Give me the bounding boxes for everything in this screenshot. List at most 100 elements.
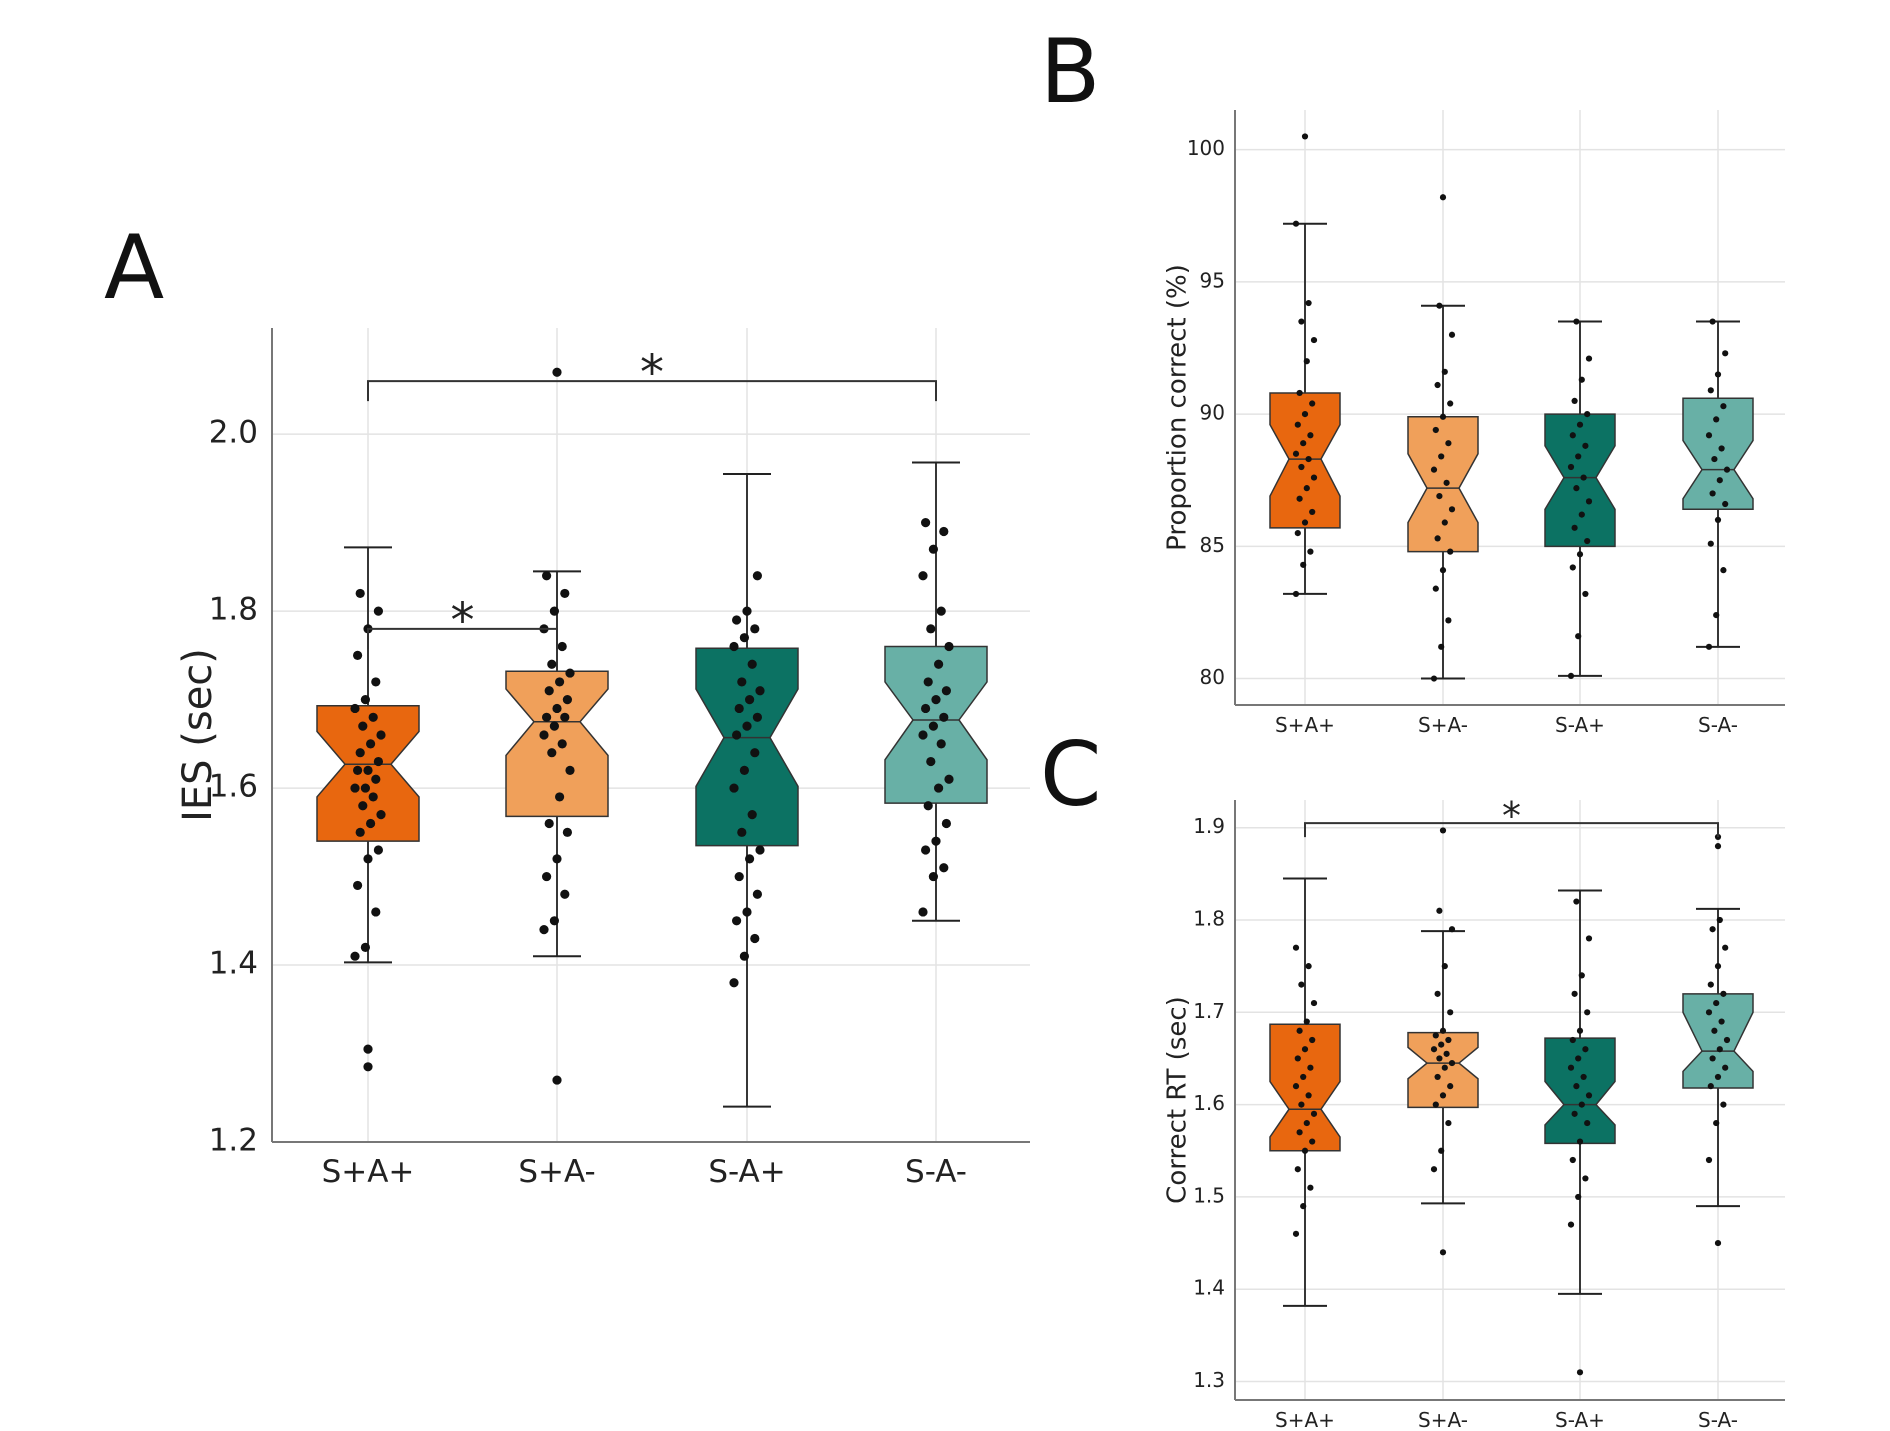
- panel-c-data-point: [1438, 1041, 1445, 1048]
- panel-a-data-point: [539, 925, 549, 935]
- panel-c-data-point: [1716, 916, 1723, 924]
- panel-b-data-point: [1303, 358, 1310, 365]
- panel-c-box-S-A+: [1544, 1037, 1616, 1145]
- panel-a-data-point: [750, 748, 760, 758]
- panel-a-data-point: [755, 845, 765, 855]
- panel-c-box-S-A-: [1682, 993, 1754, 1089]
- panel-a-data-point: [355, 748, 365, 758]
- panel-c-data-point: [1569, 1036, 1576, 1044]
- panel-b-data-point: [1584, 411, 1591, 418]
- panel-a-data-point: [539, 730, 549, 740]
- panel-a-data-point: [926, 624, 936, 634]
- panel-c-data-point: [1709, 926, 1716, 933]
- panel-a-ytick-label: 1.6: [209, 769, 258, 805]
- panel-a-significance-star: *: [451, 593, 475, 649]
- panel-a-data-point: [729, 641, 739, 652]
- panel-b-data-point: [1309, 400, 1316, 407]
- panel-a-data-point: [371, 677, 381, 687]
- panel-c-data-point: [1300, 1073, 1307, 1081]
- panel-c-data-point: [1585, 935, 1593, 942]
- panel-b-data-point: [1307, 548, 1314, 555]
- panel-c-data-point: [1432, 1032, 1439, 1039]
- panel-c-data-point: [1445, 1119, 1452, 1127]
- panel-b-data-point: [1430, 466, 1438, 473]
- panel-a-data-point: [752, 571, 763, 581]
- panel-c-data-point: [1447, 1009, 1454, 1016]
- panel-b-data-point: [1443, 479, 1450, 486]
- panel-b-data-point: [1436, 492, 1443, 500]
- panel-c-data-point: [1298, 1101, 1305, 1108]
- panel-b-data-point: [1576, 551, 1584, 558]
- panel-a-data-point: [353, 880, 363, 891]
- panel-c-data-point: [1709, 1055, 1716, 1062]
- panel-a-data-point: [544, 818, 554, 829]
- panel-b-ytick-label: 100: [1187, 136, 1225, 160]
- panel-a-data-point: [747, 810, 757, 820]
- panel-b-data-point: [1573, 318, 1580, 325]
- panel-a-data-point: [350, 783, 360, 793]
- panel-a-significance-bracket: [367, 380, 937, 402]
- panel-b-data-point: [1448, 331, 1456, 338]
- panel-a-data-point: [353, 765, 363, 775]
- panel-a-data-point: [376, 730, 386, 740]
- panel-a-data-point: [371, 907, 381, 917]
- panel-c-data-point: [1720, 990, 1727, 997]
- panel-c-data-point: [1575, 1193, 1582, 1201]
- panel-c-data-point: [1430, 1166, 1438, 1173]
- panel-a-data-point: [729, 783, 739, 793]
- panel-a-data-point: [752, 889, 763, 899]
- panel-b-data-point: [1447, 548, 1454, 555]
- panel-a-data-point: [555, 677, 565, 687]
- panel-c-data-point: [1723, 1036, 1731, 1044]
- panel-a-data-point: [742, 721, 752, 731]
- panel-a-data-point: [373, 606, 383, 616]
- panel-c-data-point: [1571, 990, 1578, 997]
- panel-a-data-point: [557, 739, 567, 749]
- panel-b-data-point: [1578, 511, 1585, 518]
- panel-a-data-point: [560, 712, 570, 722]
- panel-a-data-point: [542, 712, 552, 722]
- panel-c-data-point: [1705, 1156, 1713, 1164]
- panel-b-data-point: [1720, 567, 1727, 574]
- panel-c-data-point: [1569, 1156, 1576, 1164]
- panel-c-data-point: [1296, 1129, 1303, 1136]
- panel-a-data-point: [360, 783, 370, 793]
- panel-c-data-point: [1294, 1055, 1301, 1062]
- panel-b-xtick-label: S+A+: [1275, 713, 1335, 737]
- panel-c-letter: C: [1040, 723, 1101, 826]
- panel-a-data-point: [936, 606, 946, 616]
- panel-a-ytick-label: 2.0: [209, 415, 258, 451]
- panel-a-data-point: [549, 916, 560, 926]
- panel-b-data-point: [1576, 421, 1584, 428]
- panel-c-data-point: [1718, 1018, 1725, 1025]
- panel-a-data-point: [360, 695, 370, 705]
- panel-c-data-point: [1711, 1027, 1718, 1034]
- panel-a-data-point: [936, 739, 946, 749]
- panel-c-data-point: [1439, 1027, 1447, 1034]
- panel-b-data-point: [1709, 318, 1716, 325]
- panel-b-data-point: [1305, 455, 1312, 463]
- panel-a-data-point: [562, 827, 573, 837]
- panel-b-data-point: [1714, 371, 1722, 378]
- panel-a-data-point: [928, 544, 939, 554]
- panel-b-data-point: [1707, 387, 1714, 394]
- panel-c-xtick-label: S-A-: [1698, 1408, 1738, 1431]
- panel-a-xtick-label: S+A+: [322, 1154, 415, 1190]
- panel-b-data-point: [1448, 506, 1456, 513]
- panel-b-data-point: [1580, 474, 1587, 481]
- panel-b-data-point: [1575, 453, 1582, 460]
- panel-c-data-point: [1573, 1083, 1580, 1090]
- panel-b-data-point: [1294, 421, 1301, 428]
- panel-a-data-point: [549, 606, 560, 616]
- panel-b-data-point: [1301, 411, 1309, 418]
- panel-a-ylabel: IES (sec): [175, 648, 221, 822]
- panel-c-data-point: [1310, 1110, 1318, 1117]
- panel-b-data-point: [1438, 643, 1445, 650]
- panel-c-data-point: [1310, 999, 1318, 1007]
- panel-b-data-point: [1722, 500, 1729, 508]
- panel-a-data-point: [739, 951, 750, 961]
- panel-b: B 80 85 90 95 100 Proportion correct (%) S+A+ S…: [1040, 20, 1785, 737]
- panel-a-data-point: [739, 633, 750, 643]
- panel-c-significance-star: *: [1502, 794, 1521, 838]
- panel-c-data-point: [1576, 1138, 1584, 1145]
